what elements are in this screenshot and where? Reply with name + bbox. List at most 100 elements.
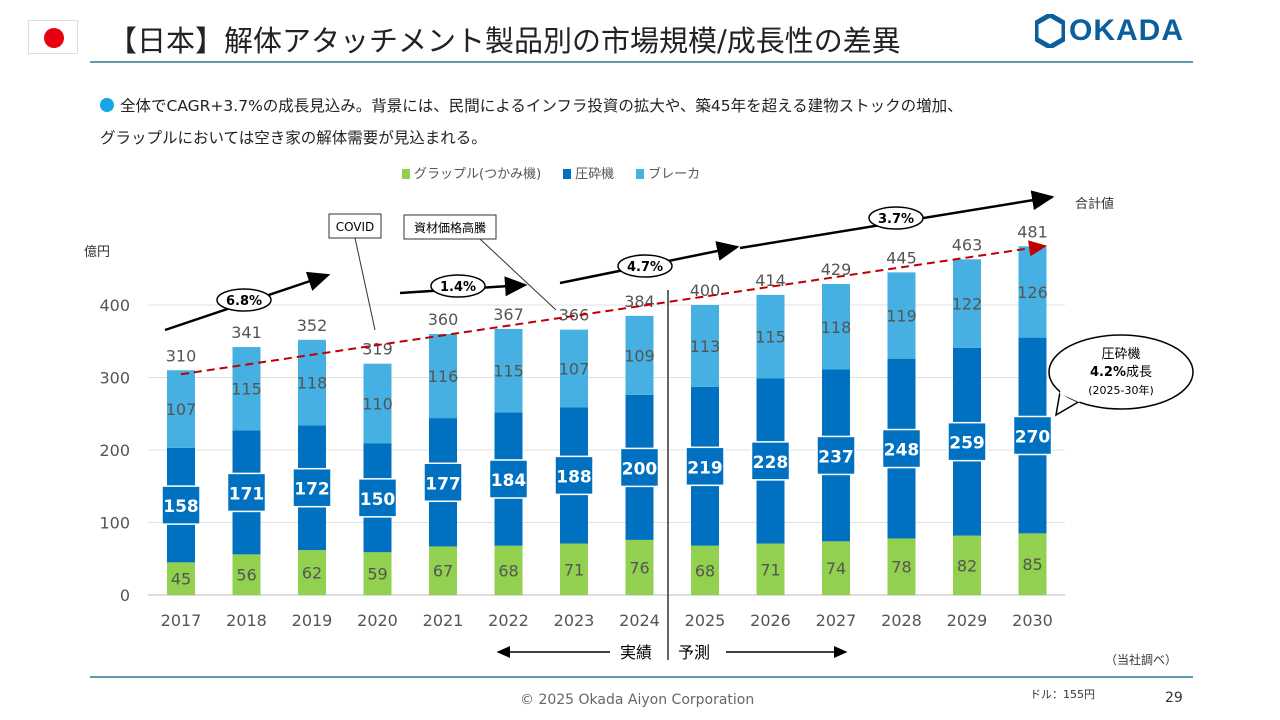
bar-grapple-2022 — [494, 545, 523, 595]
japan-flag — [28, 20, 78, 54]
total-label-2027: 429 — [821, 260, 852, 279]
data-label-breaker: 118 — [821, 318, 852, 337]
crusher-label-box — [357, 478, 398, 518]
description-line-2: グラップルにおいては空き家の解体需要が見込まれる。 — [100, 129, 487, 147]
data-label-breaker: 113 — [690, 337, 721, 356]
material-box — [403, 214, 497, 240]
bar-breaker-2029 — [953, 259, 981, 348]
data-label-crusher: 237 — [818, 447, 854, 467]
data-label-breaker: 126 — [1017, 283, 1048, 302]
total-label-2030: 481 — [1017, 222, 1048, 241]
data-label-crusher: 188 — [556, 467, 592, 487]
data-label-crusher: 248 — [884, 441, 920, 461]
bar-breaker-2017 — [167, 370, 195, 448]
callout-line-3: (2025-30年) — [1088, 383, 1154, 397]
bar-grapple-2021 — [429, 546, 457, 595]
y-tick-label: 0 — [120, 586, 130, 605]
bar-grapple-2025 — [691, 545, 719, 595]
cagr-badge — [617, 254, 673, 278]
crusher-label-box — [161, 485, 201, 525]
bar-grapple-2020 — [363, 552, 392, 595]
bar-grapple-2026 — [756, 543, 785, 595]
bullet-icon — [100, 98, 114, 112]
material-leader — [479, 238, 557, 311]
data-label-crusher: 171 — [229, 484, 265, 504]
x-tick-label: 2020 — [357, 611, 398, 630]
data-label-breaker: 107 — [559, 359, 590, 378]
data-label-breaker: 110 — [362, 395, 393, 414]
x-tick-label: 2021 — [423, 611, 464, 630]
data-label-grapple: 74 — [826, 559, 846, 578]
callout-line-1: 圧砕機 — [1101, 347, 1140, 362]
data-label-crusher: 150 — [360, 490, 396, 510]
data-label-breaker: 107 — [166, 400, 197, 419]
legend-breaker: ブレーカ — [636, 163, 700, 182]
crusher-label-box — [1012, 415, 1053, 456]
data-label-grapple: 56 — [236, 566, 256, 585]
bar-grapple-2030 — [1018, 533, 1047, 595]
bar-breaker-2027 — [822, 283, 850, 370]
forecast-label: 予測 — [678, 643, 710, 662]
total-label-2029: 463 — [952, 235, 983, 254]
bar-breaker-2026 — [756, 294, 785, 379]
bar-grapple-2017 — [167, 562, 195, 595]
data-label-crusher: 228 — [753, 453, 789, 473]
data-label-grapple: 82 — [957, 556, 977, 575]
total-label-2020: 319 — [362, 340, 393, 359]
crusher-label-box — [619, 447, 660, 488]
x-tick-label: 2030 — [1012, 611, 1053, 630]
x-tick-label: 2022 — [488, 611, 529, 630]
covid-box — [328, 213, 382, 239]
data-label-crusher: 219 — [687, 458, 723, 478]
x-tick-label: 2023 — [554, 611, 595, 630]
bar-breaker-2024 — [625, 315, 654, 395]
callout-line-2: 4.2%成長 — [1090, 365, 1152, 380]
covid-leader — [354, 237, 376, 331]
crusher-label-box — [292, 467, 332, 508]
total-label-2025: 400 — [690, 281, 721, 300]
data-label-breaker: 115 — [231, 380, 262, 399]
y-tick-label: 100 — [99, 514, 130, 533]
data-label-crusher: 177 — [425, 474, 461, 494]
bar-breaker-2030 — [1018, 246, 1047, 338]
data-label-grapple: 85 — [1022, 555, 1042, 574]
cagr-badge — [430, 274, 486, 298]
cagr-label: 1.4% — [440, 280, 476, 295]
data-label-breaker: 115 — [493, 362, 524, 381]
copyright: © 2025 Okada Aiyon Corporation — [520, 692, 755, 708]
data-label-breaker: 119 — [886, 307, 917, 326]
bar-grapple-2027 — [822, 541, 850, 595]
total-label-2026: 414 — [755, 271, 786, 290]
data-label-crusher: 172 — [294, 480, 330, 500]
exchange-rate: ドル：155円 — [1030, 688, 1095, 701]
crusher-label-box — [685, 446, 725, 487]
bar-grapple-2023 — [560, 543, 588, 595]
data-label-grapple: 71 — [564, 560, 584, 579]
x-tick-label: 2028 — [881, 611, 922, 630]
header-divider — [90, 61, 1193, 63]
data-label-grapple: 67 — [433, 562, 453, 581]
footer-divider — [90, 676, 1193, 678]
description: 全体でCAGR+3.7%の成長見込み。背景には、民間によるインフラ投資の拡大や、… — [100, 90, 1220, 154]
data-label-breaker: 116 — [428, 367, 459, 386]
cagr-badge — [868, 206, 924, 230]
data-label-grapple: 71 — [760, 560, 780, 579]
okada-logo: OKADA — [1035, 14, 1184, 48]
crusher-label-box — [816, 435, 856, 476]
x-tick-label: 2017 — [161, 611, 202, 630]
callout-bubble — [1048, 334, 1194, 410]
x-tick-label: 2025 — [685, 611, 726, 630]
data-label-grapple: 68 — [498, 561, 518, 580]
cagr-label: 3.7% — [878, 212, 914, 227]
source-note: （当社調べ） — [1105, 652, 1177, 667]
data-label-crusher: 184 — [491, 471, 527, 491]
x-tick-label: 2024 — [619, 611, 660, 630]
chart-legend: グラップル(つかみ機) 圧砕機 ブレーカ — [402, 163, 700, 182]
total-label-2021: 360 — [428, 310, 459, 329]
total-label-2028: 445 — [886, 248, 917, 267]
crusher-label-box — [750, 441, 791, 481]
bar-breaker-2020 — [363, 363, 392, 444]
total-label: 合計値 — [1075, 196, 1114, 212]
total-label-2017: 310 — [166, 346, 197, 365]
